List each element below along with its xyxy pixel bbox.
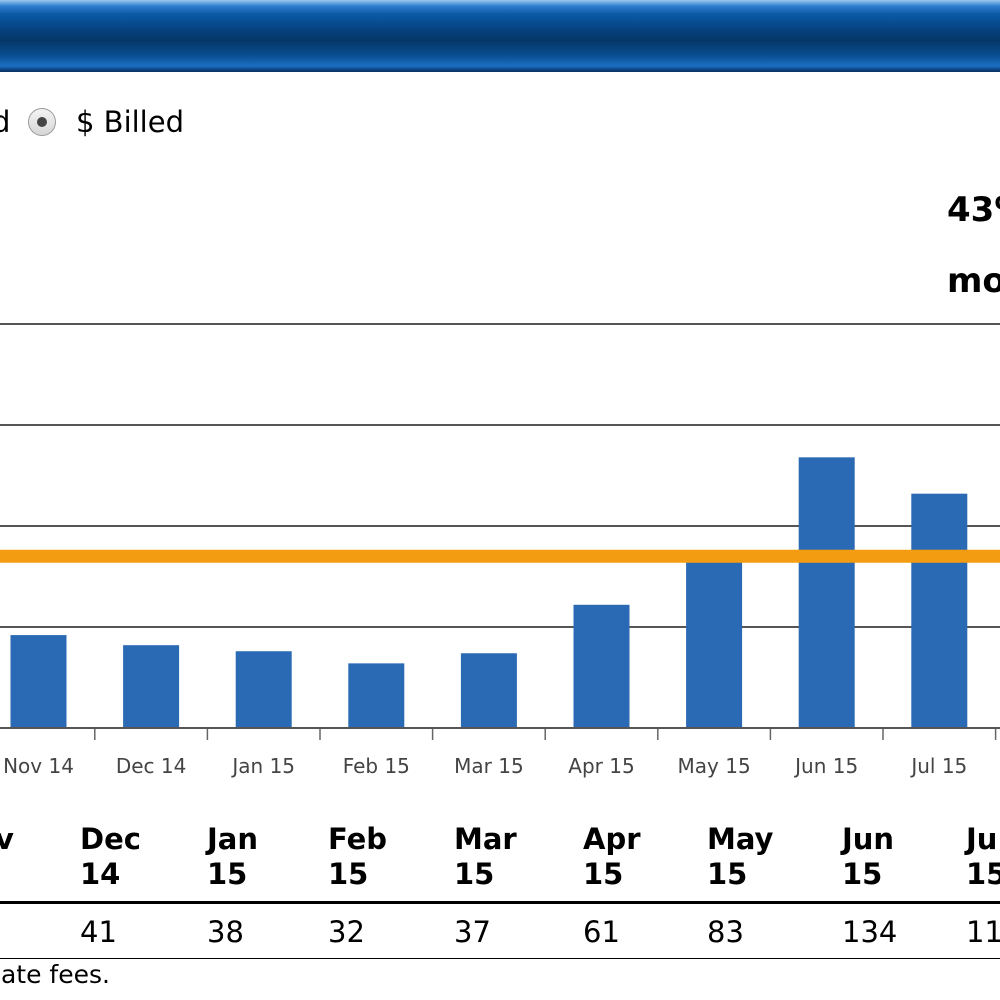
table-header-cell: Apr 15 xyxy=(583,822,641,892)
x-tick-label: May 15 xyxy=(678,754,751,778)
table-value-cell: 61 xyxy=(583,915,620,949)
table-header-cell: v xyxy=(0,822,14,857)
bar xyxy=(123,645,180,728)
x-tick-label: Feb 15 xyxy=(343,754,410,778)
chart-note-line1: 43% xyxy=(947,190,1000,230)
table-header-year: 15 xyxy=(207,857,248,891)
table-header-cell: Jun 15 xyxy=(842,822,894,892)
chart-note: 43% mo xyxy=(947,192,1000,299)
x-tick-label: Nov 14 xyxy=(3,754,74,778)
table-header-year: 14 xyxy=(80,857,121,891)
bar xyxy=(235,651,292,728)
x-tick-label: Jun 15 xyxy=(793,754,858,778)
table-header-cell: Ju 15 xyxy=(966,822,1000,892)
bar xyxy=(573,604,630,728)
table-header-month: May xyxy=(707,822,774,856)
chart-note-line2: mo xyxy=(947,261,1000,301)
table-value-cell: 41 xyxy=(80,915,117,949)
table-header-year: 15 xyxy=(966,857,1000,891)
data-table: v Dec 14 Jan 15 Feb 15 Mar 15 Apr 15 May 15 Jun 15 Ju 15… xyxy=(0,820,1000,965)
table-header-cell: Dec 14 xyxy=(80,822,141,892)
header-bar xyxy=(0,0,1000,72)
table-value-cell: 38 xyxy=(207,915,244,949)
table-header-cell: Feb 15 xyxy=(328,822,387,892)
x-tick-label: Jan 15 xyxy=(230,754,295,778)
table-header-month: Ju xyxy=(966,822,998,856)
table-value-cell: 83 xyxy=(707,915,744,949)
metric-radio-group: d $ Billed xyxy=(0,100,400,144)
table-header-month: Apr xyxy=(583,822,641,856)
bar-chart: Nov 14 Dec 14 Jan 15 Feb 15 Mar 15 Apr 15 May … xyxy=(0,323,1000,778)
table-value-cell: 134 xyxy=(842,915,898,949)
bar xyxy=(460,653,517,728)
billed-option-label[interactable]: $ Billed xyxy=(76,105,184,139)
table-header-month: Jan xyxy=(207,822,259,856)
billed-radio-button[interactable] xyxy=(28,108,56,136)
prev-option-label: d xyxy=(0,105,11,139)
table-value-cell: 37 xyxy=(454,915,491,949)
x-tick-label: Dec 14 xyxy=(116,754,187,778)
table-header-year: 15 xyxy=(328,857,369,891)
table-header-month: v xyxy=(0,822,14,856)
table-header-year: 15 xyxy=(583,857,624,891)
table-header-rule xyxy=(0,901,1000,904)
table-value-cell: 11 xyxy=(966,915,1000,949)
table-header-year: 15 xyxy=(842,857,883,891)
bar xyxy=(911,493,968,728)
x-tick-label: Jul 15 xyxy=(909,754,967,778)
table-header-month: Mar xyxy=(454,822,517,856)
table-header-month: Jun xyxy=(842,822,895,856)
table-bottom-rule xyxy=(0,958,1000,959)
table-header-year: 15 xyxy=(707,857,748,891)
bar xyxy=(798,457,855,728)
table-header-month: Dec xyxy=(80,822,141,856)
table-value-cell: 32 xyxy=(328,915,365,949)
table-header-cell: May 15 xyxy=(707,822,773,892)
table-header-cell: Mar 15 xyxy=(454,822,517,892)
table-header-month: Feb xyxy=(328,822,388,856)
bar xyxy=(686,560,743,728)
bar xyxy=(10,635,67,728)
footnote: late fees. xyxy=(0,960,110,989)
table-header-year: 15 xyxy=(454,857,495,891)
bar xyxy=(348,663,405,728)
table-header-cell: Jan 15 xyxy=(207,822,258,892)
radio-selected-dot xyxy=(37,117,47,127)
x-tick-label: Apr 15 xyxy=(568,754,634,778)
x-tick-label: Mar 15 xyxy=(454,754,524,778)
